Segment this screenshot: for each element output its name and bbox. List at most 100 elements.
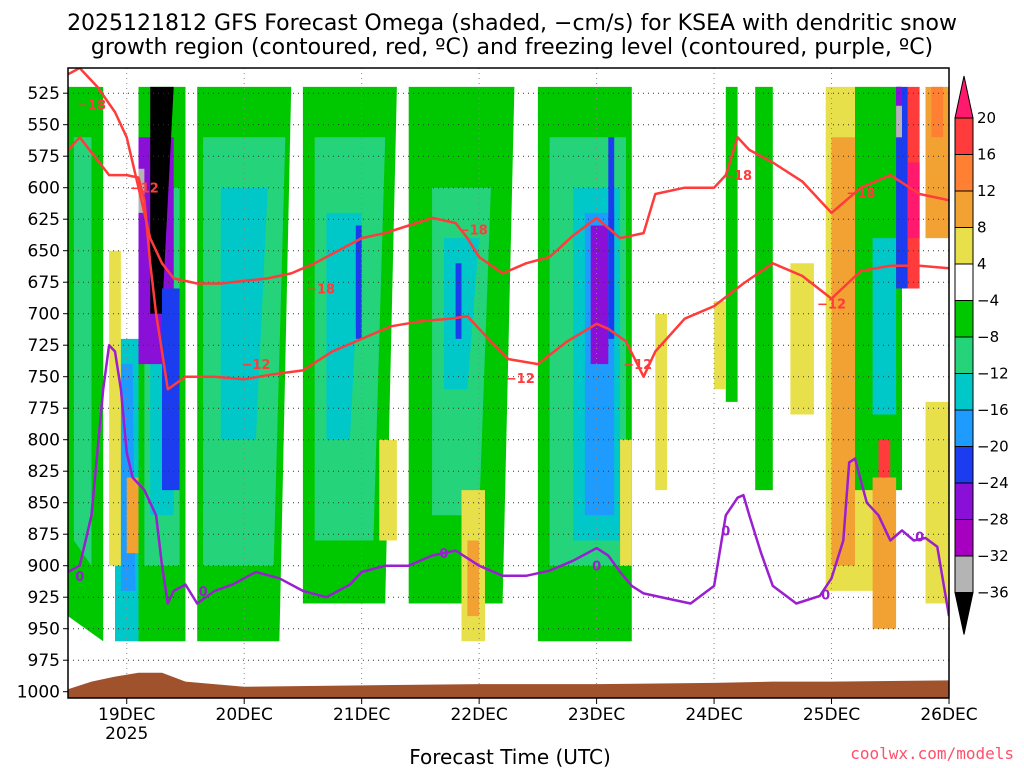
y-tick-label-14: 875 bbox=[28, 525, 60, 545]
credit-text: coolwx.com/models bbox=[850, 744, 1014, 763]
contour-label-16: 0 bbox=[915, 531, 924, 546]
plot-frame bbox=[67, 67, 950, 699]
omega-region-20 bbox=[379, 439, 397, 541]
colorbar-box-13 bbox=[954, 555, 974, 593]
y-tick-label-11: 800 bbox=[28, 431, 60, 451]
colorbar-top-triangle bbox=[954, 75, 974, 119]
contour-layer bbox=[68, 68, 949, 617]
y-tick-label-1: 550 bbox=[28, 116, 60, 136]
contour-dgz-minus12 bbox=[68, 136, 949, 391]
x-tick-label-0: 19DEC bbox=[98, 705, 155, 725]
omega-region-45 bbox=[896, 105, 902, 138]
colorbar-bottom-triangle bbox=[954, 592, 974, 635]
x-tick-label-6: 25DEC bbox=[803, 705, 860, 725]
contour-label-15: 0 bbox=[821, 589, 830, 604]
y-tick-label-12: 825 bbox=[28, 462, 60, 482]
colorbar-label-1: 16 bbox=[977, 146, 996, 164]
contour-label-4: −18 bbox=[459, 223, 488, 238]
contour-label-5: −12 bbox=[506, 372, 535, 387]
plot-area: −18 −12 −18 −12 −18 −12 −12 −18 −18 −12 0 0 0 0 0 0 0 bbox=[67, 67, 950, 699]
colorbar-label-11: −28 bbox=[977, 511, 1009, 529]
y-tick-label-18: 975 bbox=[28, 651, 60, 671]
colorbar-box-5 bbox=[954, 263, 974, 301]
colorbar-box-6 bbox=[954, 300, 974, 338]
colorbar-label-10: −24 bbox=[977, 474, 1009, 492]
omega-region-51 bbox=[872, 477, 897, 629]
omega-region-1 bbox=[73, 137, 92, 566]
colorbar-box-1 bbox=[954, 117, 974, 155]
omega-region-26 bbox=[467, 540, 480, 617]
omega-region-18 bbox=[326, 212, 362, 440]
chart-title-line-2: growth region (contoured, red, ºC) and f… bbox=[91, 35, 933, 60]
colorbar-label-3: 8 bbox=[977, 219, 987, 237]
contour-label-2: −18 bbox=[306, 283, 335, 298]
colorbar-label-6: −8 bbox=[977, 328, 999, 346]
chart-title-line-1: 2025121812 GFS Forecast Omega (shaded, −… bbox=[67, 11, 957, 36]
colorbar-label-13: −36 bbox=[977, 584, 1009, 602]
y-tick-label-3: 600 bbox=[28, 179, 60, 199]
omega-region-34 bbox=[655, 313, 668, 491]
omega-region-24 bbox=[455, 263, 462, 339]
contour-label-12: 0 bbox=[439, 547, 448, 562]
colorbar-label-0: 20 bbox=[977, 109, 996, 127]
y-tick-label-2: 575 bbox=[28, 147, 60, 167]
x-tick-label-3: 22DEC bbox=[450, 705, 507, 725]
colorbar-label-2: 12 bbox=[977, 182, 996, 200]
omega-region-35 bbox=[725, 86, 738, 402]
y-tick-label-0: 525 bbox=[28, 84, 60, 104]
y-tick-label-15: 900 bbox=[28, 557, 60, 577]
contour-label-1: −12 bbox=[130, 182, 159, 197]
omega-region-36 bbox=[755, 86, 773, 491]
omega-region-8 bbox=[150, 86, 174, 314]
omega-region-38 bbox=[790, 263, 814, 415]
colorbar-label-12: −32 bbox=[977, 547, 1009, 565]
y-tick-label-6: 675 bbox=[28, 273, 60, 293]
grid-layer bbox=[68, 68, 949, 698]
colorbar-label-7: −12 bbox=[977, 365, 1009, 383]
y-tick-label-13: 850 bbox=[28, 494, 60, 514]
y-tick-label-17: 950 bbox=[28, 620, 60, 640]
x-tick-label-2: 21DEC bbox=[333, 705, 390, 725]
colorbar-box-8 bbox=[954, 373, 974, 411]
colorbar-box-2 bbox=[954, 154, 974, 192]
x-axis-title: Forecast Time (UTC) bbox=[409, 745, 611, 768]
omega-region-10 bbox=[162, 288, 180, 491]
colorbar: 20 16 12 8 4 −4 −8 −12 −16 −20 −24 −28 −32 −36 bbox=[954, 75, 1009, 635]
colorbar-label-5: −4 bbox=[977, 292, 999, 310]
y-tick-label-19: 1000 bbox=[17, 683, 60, 703]
colorbar-label-9: −20 bbox=[977, 438, 1009, 456]
contour-label-10: 0 bbox=[75, 570, 84, 585]
colorbar-box-12 bbox=[954, 519, 974, 557]
omega-region-33 bbox=[620, 439, 632, 566]
colorbar-box-7 bbox=[954, 336, 974, 374]
contour-label-14: 0 bbox=[721, 524, 730, 539]
y-tick-label-5: 650 bbox=[28, 242, 60, 262]
omega-region-12 bbox=[126, 477, 139, 554]
y-tick-label-10: 775 bbox=[28, 399, 60, 419]
ground-terrain bbox=[68, 672, 949, 698]
contour-label-6: −12 bbox=[623, 358, 652, 373]
colorbar-box-4 bbox=[954, 227, 974, 265]
y-tick-label-16: 925 bbox=[28, 588, 60, 608]
ground-layer bbox=[68, 672, 949, 698]
contour-label-9: −12 bbox=[817, 298, 846, 313]
omega-region-31 bbox=[590, 225, 609, 365]
colorbar-label-4: 4 bbox=[977, 255, 987, 273]
contour-label-8: −18 bbox=[846, 187, 875, 202]
contour-label-3: −12 bbox=[241, 358, 270, 373]
colorbar-box-3 bbox=[954, 190, 974, 228]
omega-region-52 bbox=[925, 401, 949, 604]
contour-label-13: 0 bbox=[592, 560, 601, 575]
contour-label-0: −18 bbox=[77, 99, 106, 114]
omega-region-49 bbox=[931, 86, 944, 138]
y-axis: 525 550 575 600 625 650 675 700 725 750 775 800 825 8… bbox=[17, 84, 68, 703]
omega-region-40 bbox=[831, 137, 855, 566]
y-tick-label-9: 750 bbox=[28, 368, 60, 388]
x-tick-label-4: 23DEC bbox=[568, 705, 625, 725]
contour-label-11: 0 bbox=[199, 585, 208, 600]
x-tick-label-7: 26DEC bbox=[920, 705, 977, 725]
contour-dgz-minus18 bbox=[68, 68, 949, 285]
x-tick-label-1: 20DEC bbox=[216, 705, 273, 725]
